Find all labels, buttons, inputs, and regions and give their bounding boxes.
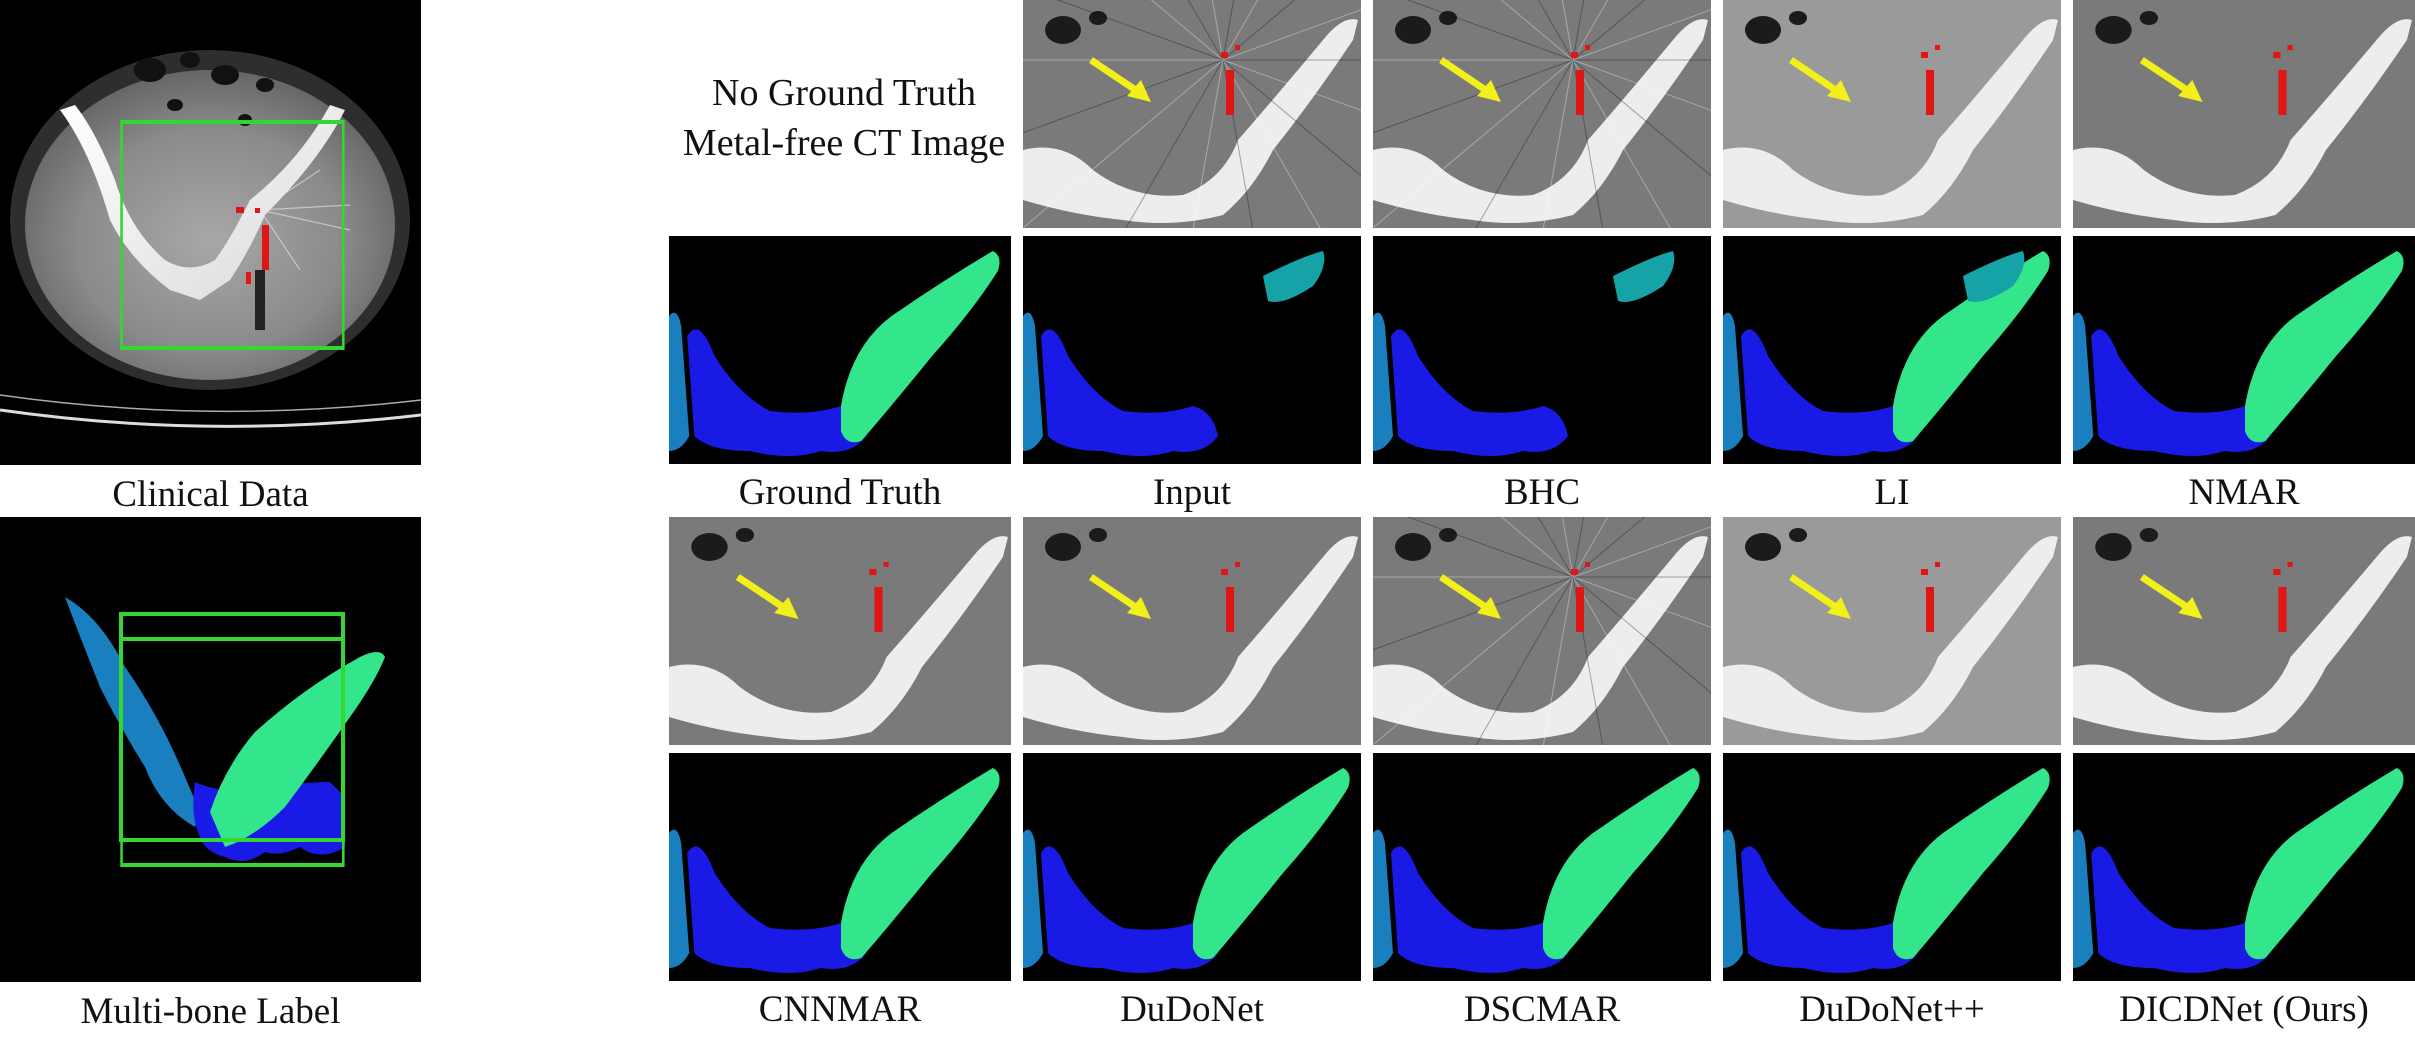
ct-li <box>1723 0 2061 228</box>
caption-clinical-data: Clinical Data <box>112 474 309 515</box>
ct-bhc <box>1373 0 1711 228</box>
caption-dicdnet: DICDNet (Ours) <box>2119 989 2369 1030</box>
note-line-2: Metal-free CT Image <box>682 122 1006 164</box>
seg-dicdnet <box>2073 753 2415 981</box>
caption-cnnmar: CNNMAR <box>758 989 922 1030</box>
ct-dicdnet <box>2073 517 2415 745</box>
caption-ground-truth: Ground Truth <box>738 472 942 513</box>
caption-nmar: NMAR <box>2188 472 2300 513</box>
caption-dudonetpp: DuDoNet++ <box>1799 989 1985 1030</box>
multi-bone-label-image <box>0 517 421 982</box>
caption-dscmar: DSCMAR <box>1463 989 1621 1030</box>
seg-bhc <box>1373 236 1711 464</box>
ct-ground-truth <box>669 517 1011 745</box>
seg-dudonetpp <box>1723 753 2061 981</box>
note-line-1: No Ground Truth <box>712 72 976 114</box>
ct-nmar <box>2073 0 2415 228</box>
caption-dudonet: DuDoNet <box>1120 989 1264 1030</box>
ct-dscmar <box>1373 517 1711 745</box>
caption-li: LI <box>1874 472 1910 513</box>
seg-dudonet <box>1023 753 1361 981</box>
clinical-data-image <box>0 0 421 465</box>
ct-input <box>1023 0 1361 228</box>
caption-input: Input <box>1152 472 1232 513</box>
ct-dudonetpp <box>1723 517 2061 745</box>
seg-dscmar <box>1373 753 1711 981</box>
seg-ground-truth <box>669 236 1011 464</box>
seg-nmar <box>2073 236 2415 464</box>
seg-li <box>1723 236 2061 464</box>
seg-input <box>1023 236 1361 464</box>
ct-dudonet <box>1023 517 1361 745</box>
seg-cnnmar <box>669 753 1011 981</box>
no-ground-truth-note: No Ground Truth Metal-free CT Image <box>669 68 1019 168</box>
caption-multi-bone-label: Multi-bone Label <box>80 991 341 1032</box>
caption-bhc: BHC <box>1503 472 1581 513</box>
